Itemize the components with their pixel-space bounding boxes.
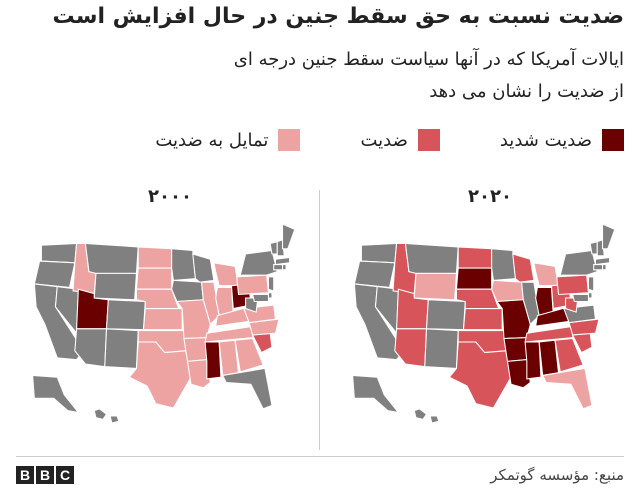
bbc-letter: B (36, 466, 54, 484)
state-wy (413, 272, 458, 301)
state-pa (556, 274, 590, 296)
state-la (506, 359, 531, 389)
state-ga (554, 337, 584, 373)
state-nm (104, 328, 139, 369)
state-tn (524, 325, 575, 343)
state-wi (512, 253, 535, 283)
state-nm (424, 328, 459, 369)
state-sd (135, 267, 173, 290)
legend-label-very: ضدیت شدید (499, 129, 592, 151)
state-ny (239, 249, 278, 276)
state-pa (236, 274, 270, 296)
state-tx (128, 341, 192, 409)
state-mi (213, 262, 240, 287)
state-ma (274, 256, 291, 266)
state-hi (93, 408, 120, 424)
state-ga (234, 337, 264, 373)
legend-swatch-very (602, 129, 624, 151)
state-wa (360, 242, 398, 264)
bbc-logo: B B C (16, 466, 74, 484)
state-wy (93, 272, 138, 301)
state-ks (142, 308, 183, 331)
legend-swatch-hostile (417, 129, 440, 151)
state-ct (593, 264, 604, 271)
state-ny (559, 249, 598, 276)
state-il (520, 281, 540, 326)
state-az (394, 328, 428, 368)
state-vt (269, 241, 278, 255)
state-ri (601, 264, 607, 271)
state-mn (171, 248, 196, 281)
us-map-2000 (32, 223, 296, 424)
state-la (186, 359, 211, 389)
legend-swatch-lean (278, 129, 301, 151)
state-ri (281, 264, 287, 271)
state-mt (84, 242, 139, 274)
us-map-2020 (352, 223, 616, 424)
chart-subtitle: ایالات آمریکا که در آنها سیاست سقط جنین … (233, 49, 624, 102)
state-ks (462, 308, 503, 331)
state-wi (192, 253, 215, 283)
state-il (200, 281, 220, 326)
legend-label-hostile: ضدیت (360, 129, 408, 151)
state-fl (221, 367, 273, 410)
state-ak (32, 374, 80, 414)
state-or (353, 260, 396, 289)
state-mt (404, 242, 459, 274)
state-ak (352, 374, 400, 414)
source-note: منبع: مؤسسه گوتمکر (490, 466, 624, 484)
state-ia (171, 279, 204, 303)
state-sd (455, 267, 493, 290)
state-mn (491, 248, 516, 281)
state-co (105, 299, 146, 331)
state-me (601, 223, 616, 250)
legend-label-lean: تمایل به ضدیت (155, 129, 269, 151)
bbc-letter: C (56, 466, 74, 484)
state-md (251, 293, 269, 303)
state-me (281, 223, 296, 250)
state-md (571, 293, 589, 303)
bbc-letter: B (16, 466, 34, 484)
map-year-label: ۲۰۰۰ (148, 186, 192, 207)
legend-item-lean: تمایل به ضدیت (155, 129, 301, 151)
state-ia (491, 279, 524, 303)
state-nj (267, 276, 275, 292)
footer-divider (16, 456, 624, 457)
state-ms (524, 341, 542, 380)
map-2020: ۲۰۲۰ (340, 186, 640, 440)
state-or (33, 260, 76, 289)
state-fl (541, 367, 593, 410)
state-ct (273, 264, 284, 271)
state-az (74, 328, 108, 368)
chart-title: ضدیت نسبت به حق سقط جنین در حال افزایش ا… (52, 4, 624, 29)
state-in (535, 286, 554, 317)
state-nd (457, 246, 493, 269)
state-tx (448, 341, 512, 409)
state-nj (587, 276, 595, 292)
state-ms (204, 341, 222, 380)
map-2000: ۲۰۰۰ (20, 186, 320, 440)
divider (319, 190, 320, 450)
state-tn (204, 325, 255, 343)
state-wa (40, 242, 78, 264)
state-vt (589, 241, 598, 255)
map-year-label: ۲۰۲۰ (468, 186, 512, 207)
legend: ضدیت شدید ضدیت تمایل به ضدیت (24, 126, 624, 154)
state-de (587, 292, 593, 299)
state-nd (137, 246, 173, 269)
state-mi (533, 262, 560, 287)
state-in (215, 286, 234, 317)
legend-item-hostile: ضدیت (360, 129, 440, 151)
state-ma (594, 256, 611, 266)
legend-item-very: ضدیت شدید (500, 129, 624, 151)
state-co (425, 299, 466, 331)
state-hi (413, 408, 440, 424)
